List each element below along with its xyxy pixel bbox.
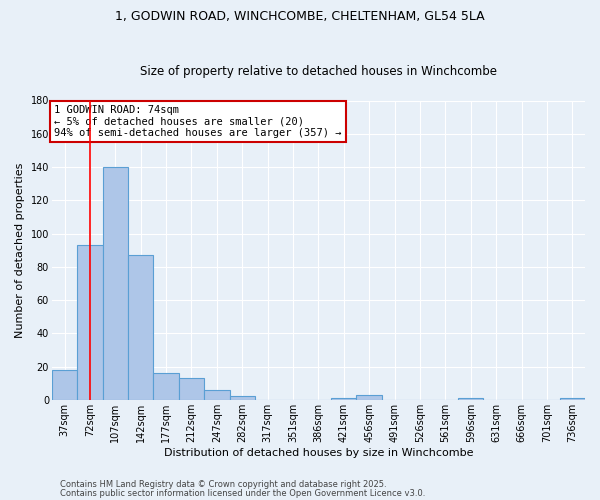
Bar: [103, 167, 128, 400]
Text: 1, GODWIN ROAD, WINCHCOMBE, CHELTENHAM, GL54 5LA: 1, GODWIN ROAD, WINCHCOMBE, CHELTENHAM, …: [115, 10, 485, 23]
Text: Contains public sector information licensed under the Open Government Licence v3: Contains public sector information licen…: [60, 488, 425, 498]
Text: Contains HM Land Registry data © Crown copyright and database right 2025.: Contains HM Land Registry data © Crown c…: [60, 480, 386, 489]
Bar: [204, 390, 230, 400]
Bar: [331, 398, 356, 400]
Bar: [458, 398, 484, 400]
Bar: [154, 373, 179, 400]
Bar: [230, 396, 255, 400]
Bar: [128, 255, 154, 400]
Bar: [77, 245, 103, 400]
Bar: [179, 378, 204, 400]
Bar: [560, 398, 585, 400]
Bar: [356, 395, 382, 400]
X-axis label: Distribution of detached houses by size in Winchcombe: Distribution of detached houses by size …: [164, 448, 473, 458]
Bar: [52, 370, 77, 400]
Title: Size of property relative to detached houses in Winchcombe: Size of property relative to detached ho…: [140, 66, 497, 78]
Y-axis label: Number of detached properties: Number of detached properties: [15, 162, 25, 338]
Text: 1 GODWIN ROAD: 74sqm
← 5% of detached houses are smaller (20)
94% of semi-detach: 1 GODWIN ROAD: 74sqm ← 5% of detached ho…: [55, 105, 342, 138]
